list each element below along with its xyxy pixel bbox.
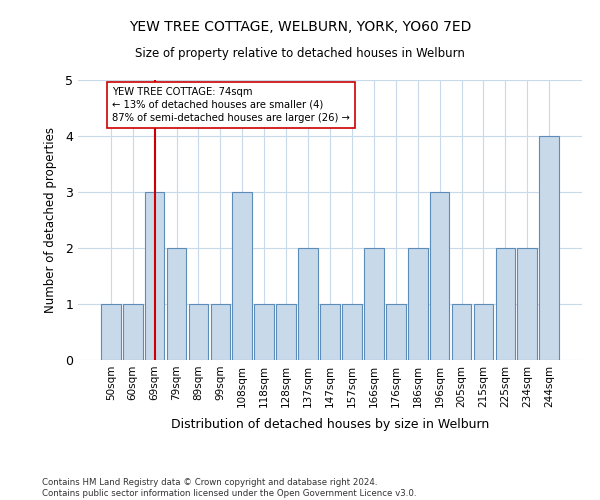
Bar [517, 248, 537, 360]
Bar [188, 304, 208, 360]
Bar [539, 136, 559, 360]
Text: Size of property relative to detached houses in Welburn: Size of property relative to detached ho… [135, 48, 465, 60]
Bar [342, 304, 362, 360]
Bar [408, 248, 428, 360]
Bar [430, 192, 449, 360]
Bar [101, 304, 121, 360]
Bar [276, 304, 296, 360]
Bar [320, 304, 340, 360]
X-axis label: Distribution of detached houses by size in Welburn: Distribution of detached houses by size … [171, 418, 489, 431]
Bar [452, 304, 472, 360]
Bar [232, 192, 252, 360]
Bar [473, 304, 493, 360]
Bar [496, 248, 515, 360]
Bar [145, 192, 164, 360]
Bar [298, 248, 318, 360]
Text: YEW TREE COTTAGE, WELBURN, YORK, YO60 7ED: YEW TREE COTTAGE, WELBURN, YORK, YO60 7E… [129, 20, 471, 34]
Bar [167, 248, 187, 360]
Text: YEW TREE COTTAGE: 74sqm
← 13% of detached houses are smaller (4)
87% of semi-det: YEW TREE COTTAGE: 74sqm ← 13% of detache… [112, 86, 350, 123]
Y-axis label: Number of detached properties: Number of detached properties [44, 127, 57, 313]
Bar [211, 304, 230, 360]
Text: Contains HM Land Registry data © Crown copyright and database right 2024.
Contai: Contains HM Land Registry data © Crown c… [42, 478, 416, 498]
Bar [254, 304, 274, 360]
Bar [364, 248, 384, 360]
Bar [123, 304, 143, 360]
Bar [386, 304, 406, 360]
